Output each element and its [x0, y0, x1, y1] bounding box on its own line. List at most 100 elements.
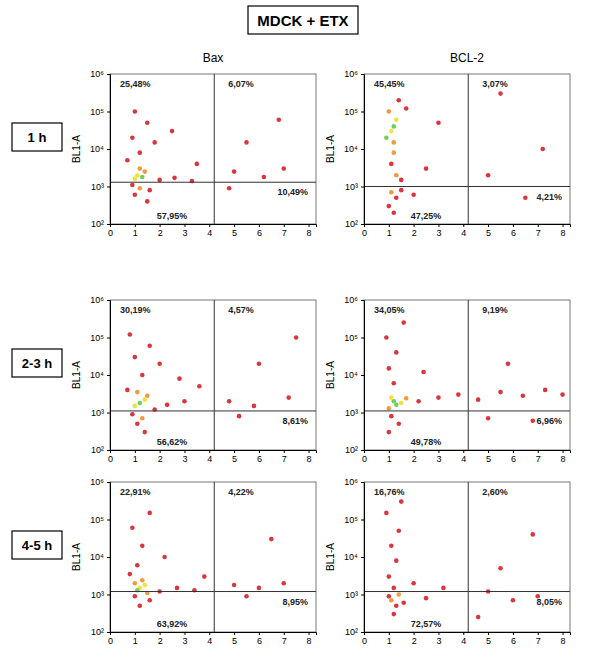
point	[140, 416, 145, 421]
x-tick-mark	[234, 632, 235, 635]
y-tick: 10²	[91, 445, 110, 455]
gate-horizontal	[364, 591, 570, 592]
y-tick-mark	[361, 149, 364, 150]
y-tick-label: 10²	[345, 219, 358, 229]
x-tick-mark	[309, 632, 310, 635]
y-tick-label: 10⁵	[344, 515, 358, 525]
gate-vertical	[468, 74, 469, 224]
y-tick-label: 10³	[345, 408, 358, 418]
x-tick-label: 4	[207, 636, 212, 646]
point	[387, 406, 392, 411]
x-tick-label: 3	[436, 454, 441, 464]
panel: 01234567810²10³10⁴10⁵10⁶BL1-A34,05%9,19%…	[325, 295, 571, 464]
x-tick-mark	[259, 450, 260, 453]
point	[441, 586, 446, 591]
point	[140, 543, 145, 548]
y-tick: 10²	[345, 445, 364, 455]
x-tick: 4	[461, 632, 466, 646]
point	[424, 166, 429, 171]
point	[486, 173, 491, 178]
x-tick-mark	[438, 224, 439, 227]
row-label-frame	[12, 123, 62, 151]
y-axis-line	[107, 301, 111, 451]
x-tick-label: 0	[362, 228, 367, 238]
x-tick-mark	[463, 450, 464, 453]
y-tick-mark	[361, 520, 364, 521]
column-header: Bax	[203, 51, 224, 65]
gate-horizontal	[364, 410, 570, 411]
point	[182, 399, 187, 404]
point	[252, 404, 257, 409]
plot-frame	[110, 300, 316, 450]
x-tick-label: 1	[387, 636, 392, 646]
point	[498, 566, 503, 571]
y-tick-mark	[107, 450, 110, 451]
x-tick-mark	[513, 632, 514, 635]
point	[294, 335, 299, 340]
point	[227, 399, 232, 404]
y-tick: 10⁶	[90, 477, 110, 487]
y-tick-label: 10⁶	[344, 295, 358, 305]
x-tick-label: 3	[182, 454, 187, 464]
x-tick-label: 7	[536, 228, 541, 238]
point	[389, 162, 394, 167]
panel: 01234567810²10³10⁴10⁵10⁶BL1-A25,48%6,07%…	[71, 69, 317, 238]
point	[281, 581, 286, 586]
point	[142, 397, 147, 402]
x-tick: 2	[412, 224, 417, 238]
title: MDCK + ETX	[257, 12, 348, 29]
point	[269, 537, 274, 542]
x-tick: 4	[461, 450, 466, 464]
x-tick-label: 1	[387, 228, 392, 238]
quadrant-label: 34,05%	[374, 305, 405, 315]
gate-vertical	[214, 482, 215, 632]
x-tick-mark	[184, 224, 185, 227]
point	[394, 403, 399, 408]
y-tick-mark	[361, 413, 364, 414]
x-tick-mark	[135, 224, 136, 227]
y-tick-label: 10⁴	[90, 552, 104, 562]
row-label-frame	[12, 349, 62, 377]
x-tick: 1	[133, 224, 138, 238]
y-tick-mark	[107, 595, 110, 596]
y-axis-title: BL1-A	[325, 543, 336, 571]
point	[147, 344, 152, 349]
x-tick-label: 4	[461, 636, 466, 646]
point	[540, 147, 545, 152]
x-axis-line	[111, 633, 317, 636]
y-tick-mark	[361, 595, 364, 596]
x-tick-mark	[284, 450, 285, 453]
x-tick-mark	[184, 632, 185, 635]
y-tick: 10⁵	[344, 107, 364, 117]
y-axis-title: BL1-A	[71, 361, 82, 389]
x-tick: 3	[436, 450, 441, 464]
x-tick: 0	[108, 632, 113, 646]
y-tick: 10⁴	[344, 552, 364, 562]
x-tick-label: 3	[436, 228, 441, 238]
x-axis: 012345678	[362, 450, 571, 464]
y-axis-line	[361, 483, 365, 633]
y-tick: 10⁵	[90, 107, 110, 117]
point	[384, 135, 389, 140]
x-axis-line	[111, 451, 317, 454]
panel: 01234567810²10³10⁴10⁵10⁶BL1-A30,19%4,57%…	[71, 295, 317, 464]
y-tick: 10²	[345, 627, 364, 637]
x-tick-mark	[414, 224, 415, 227]
y-tick: 10⁵	[90, 515, 110, 525]
y-tick-mark	[361, 482, 364, 483]
x-tick-mark	[538, 450, 539, 453]
point	[530, 532, 535, 537]
x-axis: 012345678	[362, 632, 571, 646]
quadrant-label: 4,21%	[536, 192, 562, 202]
x-tick-label: 2	[412, 454, 417, 464]
plot-frame	[364, 300, 570, 450]
point	[389, 598, 394, 603]
x-tick-mark	[538, 632, 539, 635]
y-axis-line	[361, 75, 365, 225]
x-tick-label: 5	[232, 636, 237, 646]
x-tick-label: 6	[257, 454, 262, 464]
x-tick-label: 7	[536, 454, 541, 464]
x-tick: 5	[486, 632, 491, 646]
y-tick-mark	[107, 74, 110, 75]
x-tick-label: 6	[511, 636, 516, 646]
